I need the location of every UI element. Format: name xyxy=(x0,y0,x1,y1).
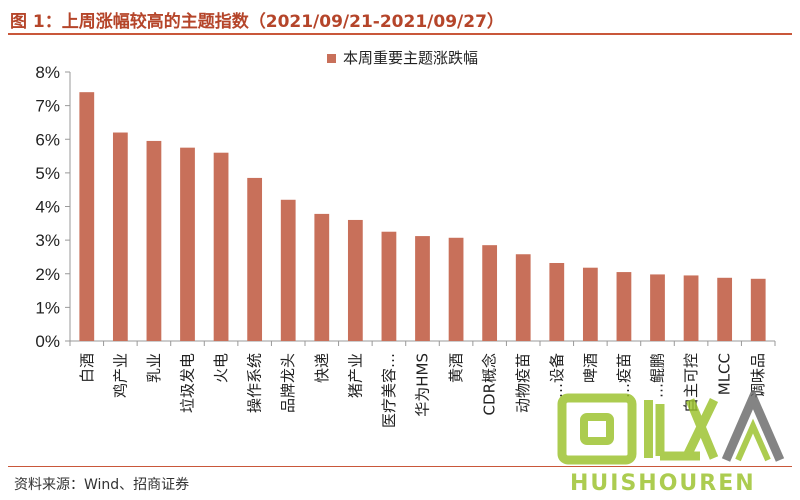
x-tick-label: 鸡产业 xyxy=(111,353,129,398)
legend-label: 本周重要主题涨跌幅 xyxy=(343,49,478,67)
bar xyxy=(482,245,498,341)
x-tick-label: …设备 xyxy=(548,353,566,398)
title-bar: 图 1：上周涨幅较高的主题指数（2021/09/21-2021/09/27） xyxy=(0,0,800,36)
title-divider xyxy=(8,33,792,35)
bar xyxy=(112,132,128,341)
bar xyxy=(213,152,229,341)
x-tick-label: CDR概念 xyxy=(481,353,499,415)
x-tick-label: 啤酒 xyxy=(581,353,599,383)
bar xyxy=(549,262,565,341)
source-note: 资料来源：Wind、招商证券 xyxy=(14,477,190,493)
y-tick-label: 1% xyxy=(35,298,60,317)
x-tick-label: …疫苗 xyxy=(615,353,633,398)
y-tick-label: 4% xyxy=(35,198,60,217)
y-tick-label: 8% xyxy=(35,63,60,82)
bar xyxy=(750,278,766,341)
bar xyxy=(515,254,531,341)
x-tick-label: 猪产业 xyxy=(346,353,364,398)
bar xyxy=(314,213,330,341)
y-tick-label: 6% xyxy=(35,130,60,149)
bar xyxy=(79,92,95,341)
bar xyxy=(683,275,699,341)
x-tick-label: 动物疫苗 xyxy=(514,353,532,413)
x-tick-label: MLCC xyxy=(716,353,734,395)
x-tick-label: 品牌龙头 xyxy=(279,353,297,413)
y-tick-label: 5% xyxy=(35,164,60,183)
bar-chart: 0% 1% 2% 3% 4% 5% 6% 7% 8% 白酒 鸡产业 乳业 垃圾发电 火电 操作系统 品牌龙头快… xyxy=(35,49,776,428)
x-tick-label: 调味品 xyxy=(749,353,767,398)
bar xyxy=(247,177,263,341)
page-title: 图 1：上周涨幅较高的主题指数（2021/09/21-2021/09/27） xyxy=(10,12,504,32)
bar xyxy=(582,267,598,341)
watermark-logo: HUISHOUREN xyxy=(557,390,785,496)
bar xyxy=(381,231,397,341)
x-tick-label: 乳业 xyxy=(145,353,163,383)
bar xyxy=(616,272,632,341)
bar xyxy=(717,277,733,341)
bar xyxy=(448,237,464,341)
x-tick-label: 华为HMS xyxy=(414,353,432,417)
y-tick-label: 3% xyxy=(35,231,60,250)
footer-divider xyxy=(8,466,792,467)
bar xyxy=(650,274,665,341)
bar xyxy=(146,140,162,341)
x-tick-label: 操作系统 xyxy=(246,353,264,413)
x-tick-label: 火电 xyxy=(212,353,230,383)
y-tick-label: 2% xyxy=(35,265,60,284)
legend-swatch xyxy=(327,54,336,63)
svg-text:HUISHOUREN: HUISHOUREN xyxy=(570,471,756,496)
y-tick-label: 7% xyxy=(35,97,60,116)
bar xyxy=(180,147,195,341)
bar xyxy=(280,199,296,341)
y-tick-label: 0% xyxy=(35,332,60,351)
x-tick-label: 自主可控 xyxy=(682,353,700,413)
x-tick-label: …鲲鹏 xyxy=(649,353,667,398)
x-tick-label: 医疗美容… xyxy=(380,353,398,428)
x-tick-label: 垃圾发电 xyxy=(179,353,197,413)
x-tick-label: 黄酒 xyxy=(447,353,465,383)
x-tick-label: 快递 xyxy=(313,353,331,383)
x-tick-label: 白酒 xyxy=(78,353,96,383)
bar xyxy=(347,219,363,341)
bar xyxy=(415,236,430,341)
